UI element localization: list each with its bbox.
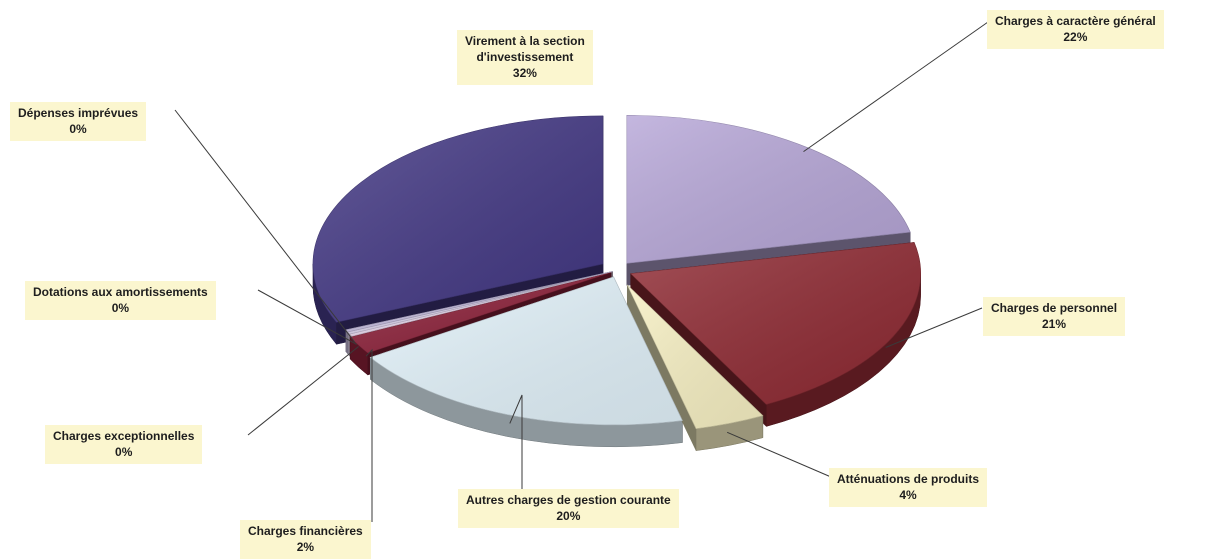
slice-gloss-charges-a-caractere-general [626,115,911,264]
slice-gloss-charges-de-personnel [630,242,921,405]
slice-gloss-attenuations-de-produits [627,284,763,429]
slice-label-attenuations-produits: Atténuations de produits 4% [829,468,987,507]
leader-line-dotations-aux-amortissements [257,289,357,345]
pie-tops [312,115,921,429]
slice-label-depenses-imprevues: Dépenses imprévues 0% [10,102,147,141]
slice-label-virement-investissement: Virement à la section d'investissement 3… [457,30,593,85]
slice-gloss-dotations-aux-amortissements [347,271,613,335]
slice-gloss-charges-financieres [350,272,612,353]
slice-gloss-depenses-imprevues [345,271,613,332]
slice-gloss-autres-charges-de-gestion-courante [370,276,683,425]
slice-label-charges-caractere-general: Charges à caractère général 22% [987,10,1164,49]
slice-gloss-charges-exceptionnelles [349,271,613,337]
leader-line-charges-financieres [365,348,373,522]
leader-line-attenuations-de-produits [726,431,839,481]
slice-label-autres-charges-gestion: Autres charges de gestion courante 20% [458,489,679,528]
slice-label-charges-financieres: Charges financières 2% [240,520,371,559]
slice-gloss-virement-a-la-section-d-investissement [312,115,603,323]
slice-label-dotations-amortissements: Dotations aux amortissements 0% [25,281,216,320]
leader-line-autres-charges-de-gestion-courante [509,394,523,495]
slice-label-charges-personnel: Charges de personnel 21% [983,297,1126,336]
leader-line-charges-a-caractere-general [803,21,989,153]
leader-lines [174,21,989,522]
leader-line-depenses-imprevues [174,109,356,343]
leader-line-charges-exceptionnelles [247,346,359,436]
slice-label-charges-exceptionnelles: Charges exceptionnelles 0% [45,425,203,464]
leader-line-charges-de-personnel [885,307,983,348]
